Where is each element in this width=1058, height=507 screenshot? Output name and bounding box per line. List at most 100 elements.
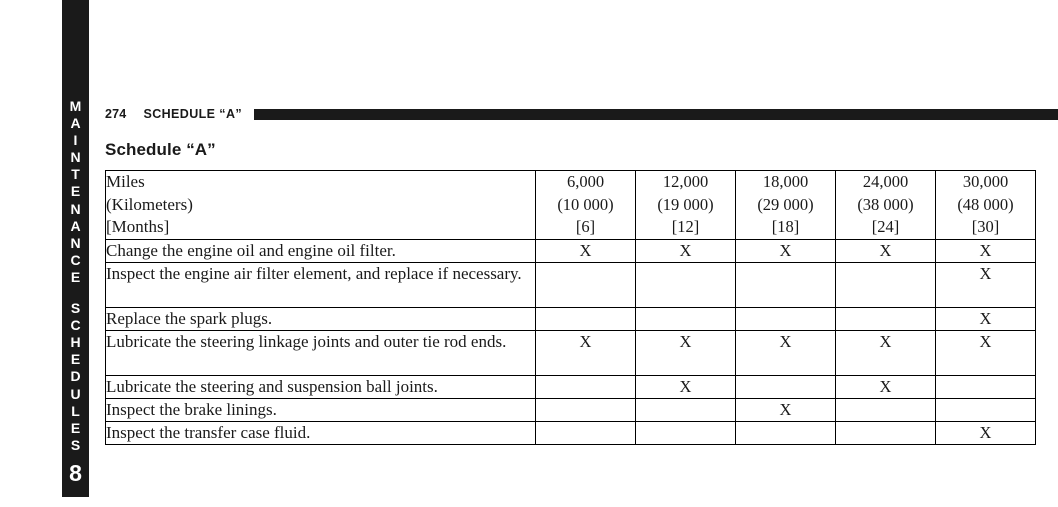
interval-3-kilometers: (29 000) <box>757 194 814 214</box>
running-head: 274 SCHEDULE “A” <box>105 106 1058 122</box>
service-mark-r2-c2 <box>635 261 736 308</box>
service-mark-r3-c3 <box>735 306 836 331</box>
header-cell-interval-4: 24,000 (38 000) [24] <box>835 170 936 240</box>
table-row: Inspect the transfer case fluid. X <box>105 420 1036 445</box>
page-title: Schedule “A” <box>105 140 216 159</box>
service-mark-r5-c2: X <box>635 374 736 399</box>
service-mark-r3-c5: X <box>935 306 1036 331</box>
side-tab-letter-8: N <box>70 234 81 251</box>
task-description-2: Inspect the engine air filter element, a… <box>105 261 536 308</box>
interval-2-miles: 12,000 <box>662 172 709 191</box>
service-mark-r2-c3 <box>735 261 836 308</box>
interval-5-miles: 30,000 <box>962 172 1009 191</box>
service-mark-r5-c4: X <box>835 374 936 399</box>
service-mark-r1-c3: X <box>735 238 836 263</box>
header-cell-interval-5: 30,000 (48 000) [30] <box>935 170 1036 240</box>
service-mark-r6-c2 <box>635 397 736 422</box>
service-mark-r3-c4 <box>835 306 936 331</box>
side-tab-letter-6: N <box>70 200 81 217</box>
side-tab-letter-b6: L <box>71 402 80 419</box>
side-tab-letter-3: N <box>70 149 81 166</box>
service-mark-r5-c3 <box>735 374 836 399</box>
service-mark-r3-c2 <box>635 306 736 331</box>
service-mark-r1-c2: X <box>635 238 736 263</box>
service-mark-r1-c4: X <box>835 238 936 263</box>
task-description-4: Lubricate the steering linkage joints an… <box>105 329 536 376</box>
side-tab-letter-b8: S <box>70 436 81 453</box>
interval-1-miles: 6,000 <box>566 172 605 191</box>
service-mark-r4-c4: X <box>835 329 936 376</box>
service-mark-r6-c1 <box>535 397 636 422</box>
task-description-1: Change the engine oil and engine oil fil… <box>105 238 536 263</box>
side-tab-letter-1: A <box>70 115 81 132</box>
table-header: Miles (Kilometers) [Months] 6,000 (10 00… <box>105 170 1036 240</box>
service-mark-r1-c1: X <box>535 238 636 263</box>
service-mark-r3-c1 <box>535 306 636 331</box>
interval-3-miles: 18,000 <box>762 172 809 191</box>
header-months-label: [Months] <box>106 217 170 236</box>
interval-4-miles: 24,000 <box>862 172 909 191</box>
interval-2-months: [12] <box>671 217 700 236</box>
table-row: Lubricate the steering and suspension ba… <box>105 374 1036 399</box>
side-tab-letter-b2: H <box>70 334 81 351</box>
side-tab-letter-5: E <box>70 183 81 200</box>
side-tab-letter-b3: E <box>70 351 81 368</box>
header-kilometers-label: (Kilometers) <box>106 194 193 214</box>
service-mark-r7-c4 <box>835 420 936 445</box>
task-description-3: Replace the spark plugs. <box>105 306 536 331</box>
service-mark-r2-c1 <box>535 261 636 308</box>
side-tab-letter-b4: D <box>70 368 81 385</box>
maintenance-schedule-table: Miles (Kilometers) [Months] 6,000 (10 00… <box>105 170 1036 445</box>
side-tab-letter-4: T <box>71 166 80 183</box>
table-header-row: Miles (Kilometers) [Months] 6,000 (10 00… <box>105 170 1036 240</box>
header-cell-interval-1: 6,000 (10 000) [6] <box>535 170 636 240</box>
service-mark-r7-c5: X <box>935 420 1036 445</box>
running-head-title: SCHEDULE “A” <box>143 107 243 121</box>
table-row: Inspect the engine air filter element, a… <box>105 261 1036 308</box>
table-body: Change the engine oil and engine oil fil… <box>105 238 1036 445</box>
service-mark-r1-c5: X <box>935 238 1036 263</box>
chapter-number: 8 <box>69 459 82 486</box>
task-description-5: Lubricate the steering and suspension ba… <box>105 374 536 399</box>
interval-4-kilometers: (38 000) <box>857 194 914 214</box>
task-description-7: Inspect the transfer case fluid. <box>105 420 536 445</box>
service-mark-r4-c3: X <box>735 329 836 376</box>
service-mark-r7-c2 <box>635 420 736 445</box>
interval-5-kilometers: (48 000) <box>957 194 1014 214</box>
service-mark-r6-c5 <box>935 397 1036 422</box>
interval-1-months: [6] <box>575 217 596 236</box>
side-tab-letter-b1: C <box>70 317 81 334</box>
service-mark-r5-c5 <box>935 374 1036 399</box>
service-mark-r5-c1 <box>535 374 636 399</box>
service-mark-r4-c1: X <box>535 329 636 376</box>
header-cell-interval-3: 18,000 (29 000) [18] <box>735 170 836 240</box>
interval-5-months: [30] <box>971 217 1000 236</box>
service-mark-r7-c3 <box>735 420 836 445</box>
side-tab-letter-b7: E <box>70 419 81 436</box>
side-tab-letter-7: A <box>70 217 81 234</box>
running-head-rule <box>254 108 1058 120</box>
interval-2-kilometers: (19 000) <box>657 194 714 214</box>
service-mark-r6-c3: X <box>735 397 836 422</box>
side-tab-letter-0: M <box>69 98 82 114</box>
side-tab-letter-9: C <box>70 251 81 268</box>
table-row: Lubricate the steering linkage joints an… <box>105 329 1036 376</box>
side-tab-letter-2: I <box>73 132 78 149</box>
interval-3-months: [18] <box>771 217 800 236</box>
header-cell-interval-2: 12,000 (19 000) [12] <box>635 170 736 240</box>
header-miles-label: Miles <box>106 172 145 191</box>
service-mark-r2-c5: X <box>935 261 1036 308</box>
service-mark-r7-c1 <box>535 420 636 445</box>
table-row: Inspect the brake linings. X <box>105 397 1036 422</box>
interval-4-months: [24] <box>871 217 900 236</box>
header-cell-units: Miles (Kilometers) [Months] <box>105 170 536 240</box>
task-description-6: Inspect the brake linings. <box>105 397 536 422</box>
service-mark-r6-c4 <box>835 397 936 422</box>
service-mark-r4-c5: X <box>935 329 1036 376</box>
side-tab-letter-b5: U <box>70 385 81 402</box>
side-tab-letter-10: E <box>70 268 81 285</box>
side-tab-letter-b0: S <box>70 300 81 317</box>
service-mark-r2-c4 <box>835 261 936 308</box>
running-head-page-number: 274 <box>105 107 127 121</box>
